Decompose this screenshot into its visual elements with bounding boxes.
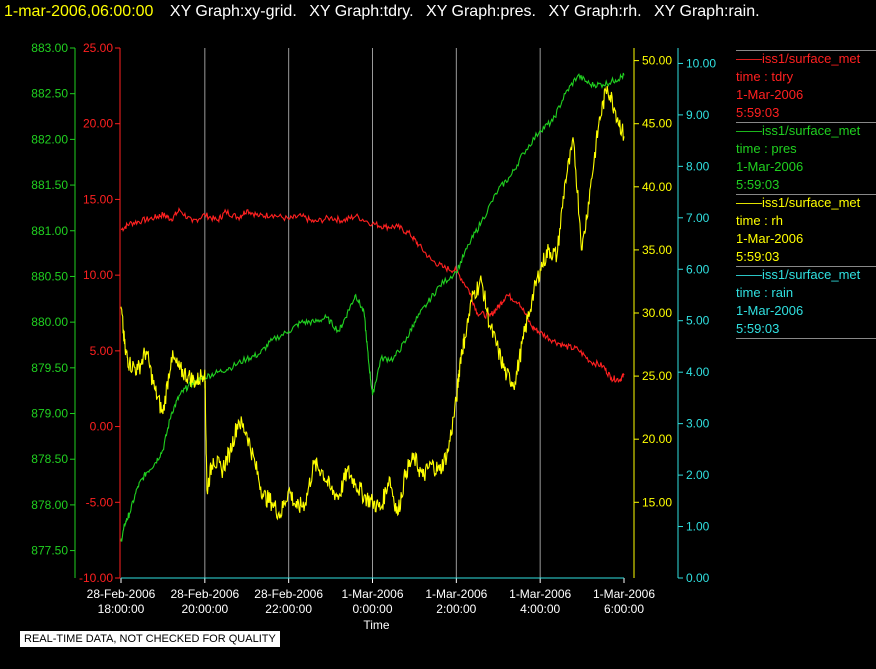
y-tick-label-tdry: 5.00	[90, 344, 114, 358]
y-tick-label-tdry: 20.00	[83, 117, 113, 131]
y-tick-label-rain: 8.00	[686, 159, 710, 173]
series-line-pres	[120, 72, 625, 542]
legend-source: iss1/surface_met	[762, 123, 861, 138]
graph-name-rain: XY Graph:rain.	[654, 3, 760, 20]
y-tick-label-tdry: -5.00	[86, 495, 114, 509]
y-tick-label-rain: 10.00	[686, 56, 716, 70]
y-tick-label-pres: 883.00	[31, 41, 68, 55]
x-tick-label: 1-Mar-2006	[425, 587, 487, 601]
x-tick-label: 4:00:00	[520, 602, 560, 616]
y-tick-label-pres: 878.00	[31, 498, 68, 512]
series-line-tdry	[120, 206, 625, 383]
y-tick-label-pres: 880.50	[31, 269, 68, 283]
y-tick-label-pres: 882.50	[31, 87, 68, 101]
legend-entry-tdry: ——iss1/surface_met time : tdry 1-Mar-200…	[736, 50, 876, 122]
legend-entry-rain: ——iss1/surface_met time : rain 1-Mar-200…	[736, 266, 876, 339]
x-tick-label: 1-Mar-2006	[593, 587, 655, 601]
y-tick-label-rain: 5.00	[686, 314, 710, 328]
legend-time: 5:59:03	[736, 177, 780, 192]
y-tick-label-rh: 20.00	[642, 432, 672, 446]
graph-name-pres: XY Graph:pres.	[426, 3, 536, 20]
y-tick-label-tdry: 25.00	[83, 41, 113, 55]
y-tick-label-pres: 879.50	[31, 361, 68, 375]
y-tick-label-pres: 880.00	[31, 315, 68, 329]
x-tick-label: 22:00:00	[265, 602, 312, 616]
y-tick-label-rh: 30.00	[642, 306, 672, 320]
legend-date: 1-Mar-2006	[736, 303, 804, 318]
y-tick-label-tdry: 0.00	[90, 420, 114, 434]
y-tick-label-pres: 881.00	[31, 224, 68, 238]
y-tick-label-rh: 15.00	[642, 495, 672, 509]
x-tick-label: 1-Mar-2006	[509, 587, 571, 601]
y-tick-label-rain: 4.00	[686, 365, 710, 379]
x-tick-label: 0:00:00	[352, 602, 392, 616]
x-axis-title: Time	[363, 618, 390, 632]
legend-source: iss1/surface_met	[762, 195, 861, 210]
y-tick-label-rain: 7.00	[686, 211, 710, 225]
legend-time: 5:59:03	[736, 249, 780, 264]
graph-name-xy-grid: XY Graph:xy-grid.	[169, 3, 297, 20]
x-tick-label: 28-Feb-2006	[87, 587, 156, 601]
legend-date: 1-Mar-2006	[736, 231, 804, 246]
y-tick-label-pres: 878.50	[31, 452, 68, 466]
series-line-rh	[120, 85, 625, 521]
y-tick-label-rain: 3.00	[686, 417, 710, 431]
y-tick-label-rh: 50.00	[642, 54, 672, 68]
y-tick-label-rain: 6.00	[686, 262, 710, 276]
x-tick-label: 2:00:00	[436, 602, 476, 616]
x-tick-label: 18:00:00	[98, 602, 145, 616]
legend-variable: time : tdry	[736, 69, 794, 84]
legend-source: iss1/surface_met	[762, 51, 861, 66]
x-tick-label: 20:00:00	[181, 602, 228, 616]
graph-timestamp: 1-mar-2006,06:00:00	[4, 3, 154, 20]
graph-title-bar: 1-mar-2006,06:00:00 XY Graph:xy-grid. XY…	[4, 3, 768, 21]
legend-time: 5:59:03	[736, 105, 780, 120]
x-tick-label: 6:00:00	[604, 602, 644, 616]
graph-name-tdry: XY Graph:tdry.	[309, 3, 414, 20]
legend-date: 1-Mar-2006	[736, 159, 804, 174]
y-tick-label-tdry: 15.00	[83, 192, 113, 206]
quality-disclaimer: REAL-TIME DATA, NOT CHECKED FOR QUALITY	[20, 631, 280, 647]
y-tick-label-rain: 2.00	[686, 468, 710, 482]
x-tick-label: 1-Mar-2006	[341, 587, 403, 601]
legend-time: 5:59:03	[736, 321, 780, 336]
legend-date: 1-Mar-2006	[736, 87, 804, 102]
y-tick-label-rain: 9.00	[686, 108, 710, 122]
y-tick-label-rain: 1.00	[686, 520, 710, 534]
graph-name-rh: XY Graph:rh.	[548, 3, 642, 20]
y-tick-label-rh: 40.00	[642, 180, 672, 194]
legend-variable: time : pres	[736, 141, 797, 156]
legend-variable: time : rh	[736, 213, 783, 228]
y-tick-label-rh: 45.00	[642, 117, 672, 131]
x-tick-label: 28-Feb-2006	[254, 587, 323, 601]
y-tick-label-pres: 882.00	[31, 132, 68, 146]
y-tick-label-tdry: 10.00	[83, 268, 113, 282]
y-tick-label-pres: 881.50	[31, 178, 68, 192]
y-tick-label-tdry: -10.00	[79, 571, 113, 585]
legend-entry-pres: ——iss1/surface_met time : pres 1-Mar-200…	[736, 122, 876, 194]
legend-entry-rh: ——iss1/surface_met time : rh 1-Mar-2006 …	[736, 194, 876, 266]
legend-variable: time : rain	[736, 285, 794, 300]
y-tick-label-rh: 25.00	[642, 369, 672, 383]
y-tick-label-pres: 877.50	[31, 544, 68, 558]
y-tick-label-pres: 879.00	[31, 407, 68, 421]
x-tick-label: 28-Feb-2006	[170, 587, 239, 601]
y-tick-label-rh: 35.00	[642, 243, 672, 257]
y-tick-label-rain: 0.00	[686, 571, 710, 585]
legend-source: iss1/surface_met	[762, 267, 861, 282]
